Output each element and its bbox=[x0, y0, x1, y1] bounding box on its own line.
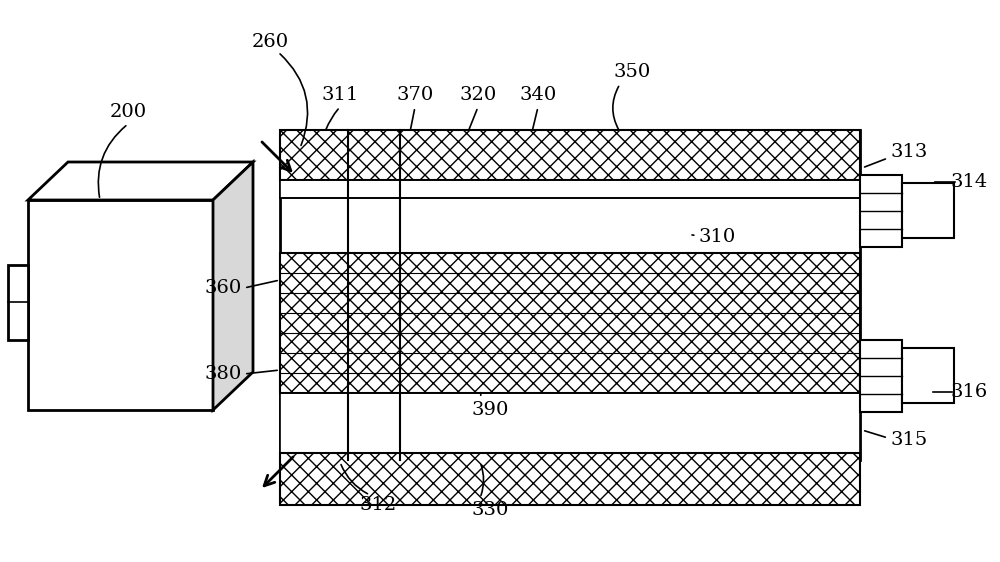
Bar bbox=[28, 200, 213, 410]
Text: 390: 390 bbox=[471, 401, 509, 419]
Bar bbox=[860, 175, 902, 247]
Bar bbox=[280, 130, 860, 460]
Polygon shape bbox=[213, 162, 253, 410]
Bar bbox=[8, 265, 28, 340]
Bar bbox=[280, 453, 860, 505]
Text: 350: 350 bbox=[613, 63, 651, 81]
Text: 360: 360 bbox=[205, 279, 242, 297]
Text: 313: 313 bbox=[890, 143, 927, 161]
Text: 314: 314 bbox=[950, 173, 987, 191]
Bar bbox=[280, 180, 860, 198]
Text: 340: 340 bbox=[519, 86, 557, 104]
Text: 311: 311 bbox=[321, 86, 359, 104]
Text: 260: 260 bbox=[251, 33, 289, 51]
Bar bbox=[902, 183, 954, 238]
Text: 316: 316 bbox=[950, 383, 987, 401]
Text: 312: 312 bbox=[359, 496, 397, 514]
Bar bbox=[280, 393, 860, 453]
Text: 380: 380 bbox=[205, 365, 242, 383]
Text: 315: 315 bbox=[890, 431, 927, 449]
Text: 310: 310 bbox=[698, 228, 735, 246]
Text: 370: 370 bbox=[396, 86, 434, 104]
Text: 330: 330 bbox=[471, 501, 509, 519]
Text: 200: 200 bbox=[109, 103, 147, 121]
Bar bbox=[902, 348, 954, 403]
Bar bbox=[860, 340, 902, 412]
Bar bbox=[280, 130, 860, 180]
Polygon shape bbox=[28, 162, 253, 200]
Bar bbox=[280, 253, 860, 393]
Text: 320: 320 bbox=[459, 86, 497, 104]
